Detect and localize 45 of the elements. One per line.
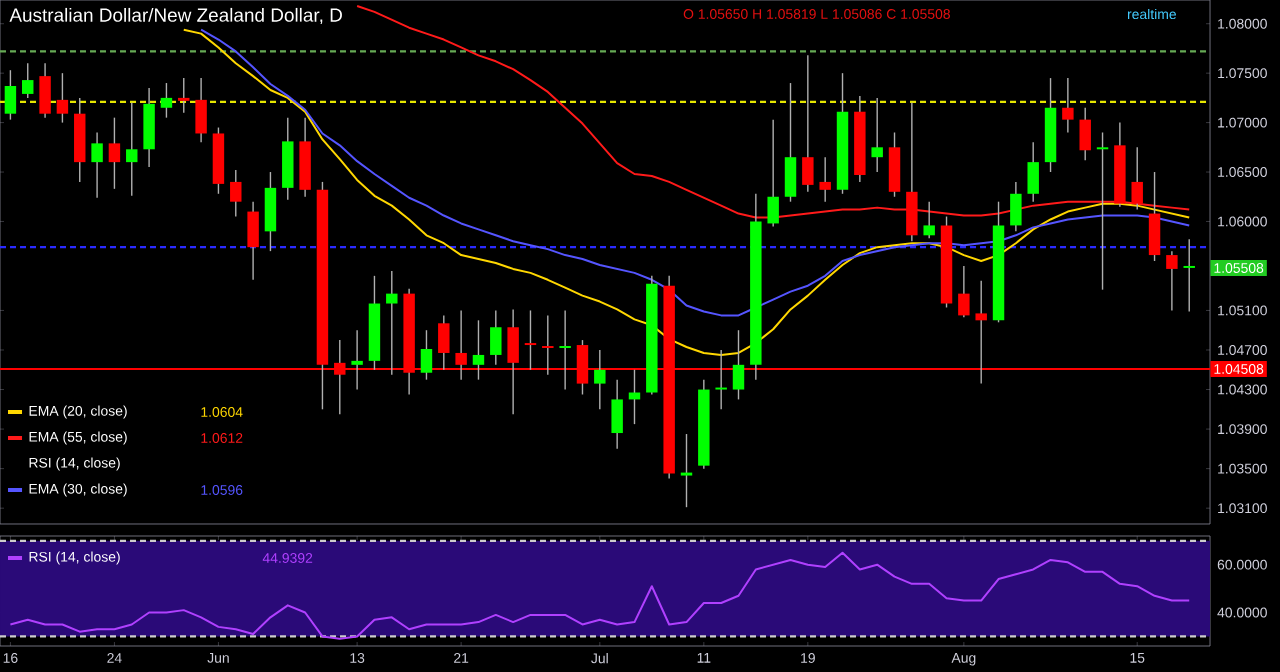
candlestick (1148, 171, 1161, 262)
candlestick (108, 116, 121, 190)
chart-title: Australian Dollar/New Zealand Dollar, D (9, 7, 342, 25)
candlestick (559, 309, 571, 391)
candlestick (906, 102, 918, 242)
candlestick (611, 378, 623, 450)
candlestick (767, 118, 779, 228)
candlestick (386, 270, 398, 376)
candlestick (715, 349, 727, 411)
candlestick (784, 82, 797, 203)
candlestick (1166, 250, 1178, 312)
candlestick (472, 319, 485, 381)
candlestick (351, 329, 363, 391)
candlestick (1131, 146, 1143, 211)
candlestick (680, 433, 693, 508)
candlestick (1183, 238, 1195, 313)
candlestick (1079, 107, 1091, 161)
candlestick (230, 169, 242, 218)
candlestick (126, 102, 138, 197)
candlestick (247, 200, 259, 281)
candlestick (819, 156, 831, 203)
candlestick (490, 309, 502, 366)
candlestick (195, 77, 207, 144)
candlestick (143, 87, 155, 168)
candlestick (871, 97, 883, 173)
candlestick (802, 54, 814, 193)
candlestick (178, 77, 190, 114)
candlestick (1027, 141, 1039, 203)
candlestick (22, 62, 34, 99)
candlestick (1096, 131, 1109, 291)
candlestick (958, 265, 970, 319)
candlestick (732, 329, 745, 401)
candlestick (923, 200, 935, 239)
candlestick (888, 131, 901, 198)
candlestick (39, 62, 51, 119)
candlestick (91, 131, 103, 199)
candlestick (1010, 181, 1022, 233)
candlestick (4, 69, 17, 121)
candlestick (594, 349, 606, 411)
candlestick (264, 171, 277, 252)
candlestick (160, 82, 173, 119)
candlestick (420, 329, 433, 381)
candlestick (56, 72, 69, 124)
candlestick (282, 116, 294, 201)
candlestick (1062, 77, 1074, 134)
